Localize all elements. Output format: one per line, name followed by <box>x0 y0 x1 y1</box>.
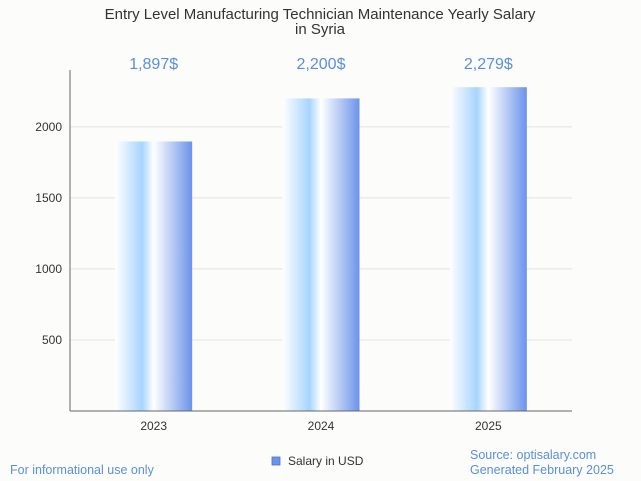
bars: 1,897$ 2,200$ 2,279$ <box>115 56 527 412</box>
x-axis-ticks: 2023 2024 2025 <box>140 419 502 433</box>
y-axis-ticks: 500 1000 1500 2000 <box>35 120 62 347</box>
legend: Salary in USD <box>271 454 364 468</box>
source-credit: Source: optisalary.com <box>470 448 596 462</box>
bar-2024 <box>282 98 360 412</box>
x-tick-label-2025: 2025 <box>475 419 502 433</box>
chart-title-line-2: in Syria <box>295 21 346 38</box>
bar-2023 <box>115 141 193 412</box>
legend-label: Salary in USD <box>288 454 364 468</box>
y-tick-label: 500 <box>42 333 62 347</box>
x-tick-label-2023: 2023 <box>140 419 167 433</box>
y-tick-label: 2000 <box>35 120 62 134</box>
informational-note: For informational use only <box>10 463 155 477</box>
x-tick-label-2024: 2024 <box>308 419 335 433</box>
value-label-2023: 1,897$ <box>129 56 178 73</box>
value-label-2025: 2,279$ <box>464 56 513 73</box>
chart-title-line-1: Entry Level Manufacturing Technician Mai… <box>105 6 536 23</box>
y-tick-label: 1500 <box>35 191 62 205</box>
legend-swatch <box>271 456 281 466</box>
generated-date: Generated February 2025 <box>470 463 614 477</box>
y-tick-label: 1000 <box>35 262 62 276</box>
value-label-2024: 2,200$ <box>297 56 346 73</box>
bar-2025 <box>449 87 527 412</box>
